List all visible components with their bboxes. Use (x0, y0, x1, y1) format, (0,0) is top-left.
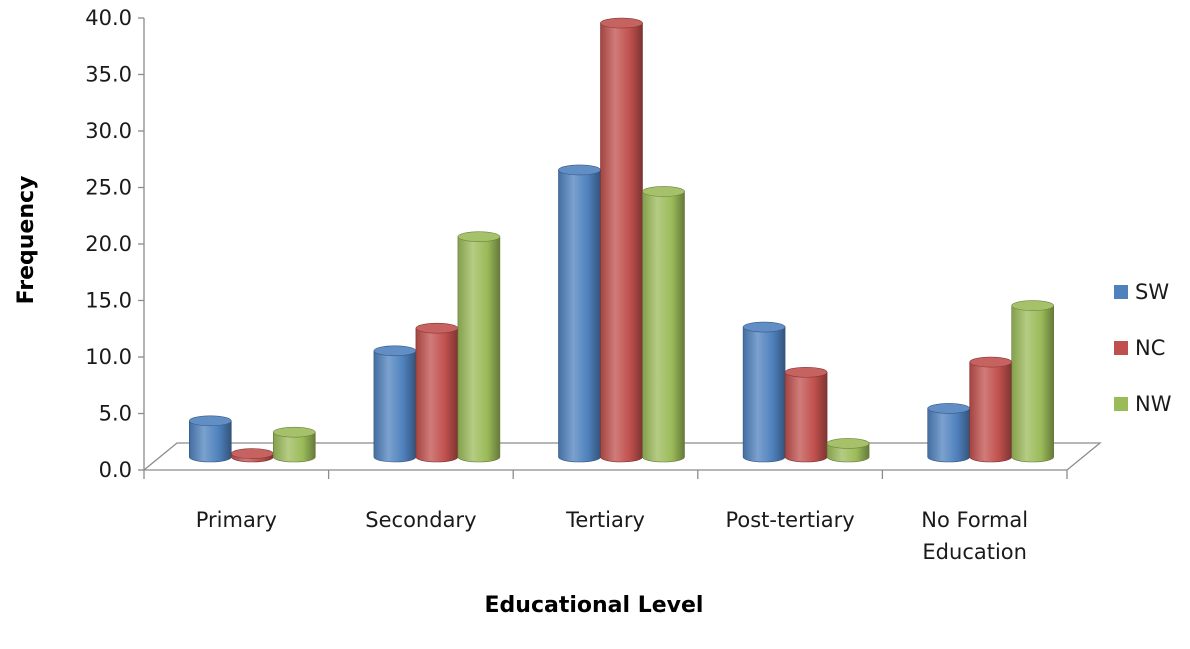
legend-label: NW (1135, 392, 1172, 416)
legend-label: NC (1135, 336, 1165, 360)
legend-swatch-sw (1114, 285, 1128, 299)
bars (189, 17, 1054, 463)
bar-sw-0 (189, 415, 232, 463)
y-tick-label: 40.0 (85, 6, 132, 30)
bar-nc-2 (600, 17, 643, 463)
y-tick-label: 20.0 (85, 232, 132, 256)
category-labels: Primary Secondary Tertiary Post-tertiary No … (196, 508, 1028, 564)
bar-nw-2 (642, 186, 685, 463)
x-axis-title: Educational Level (485, 593, 704, 618)
bar-nc-1 (415, 322, 459, 463)
y-axis-title: Frequency (14, 176, 39, 305)
category-label: Post-tertiary (725, 508, 854, 532)
bar-nc-4 (969, 356, 1013, 463)
y-tick-label: 30.0 (85, 119, 132, 143)
bar-nc-3 (784, 366, 828, 463)
category-label: Secondary (365, 508, 476, 532)
bar-sw-2 (558, 164, 601, 463)
bar-sw-3 (742, 321, 786, 463)
y-tick-label: 10.0 (85, 345, 132, 369)
bar-nw-1 (457, 231, 501, 463)
y-tick-label: 0.0 (99, 458, 132, 482)
bar-nc-0 (231, 448, 274, 463)
y-tick-label: 5.0 (99, 402, 132, 426)
y-axis-ticks: 0.0 5.0 10.0 15.0 20.0 25.0 30.0 35.0 40.0 (85, 6, 144, 482)
bar-nw-0 (272, 426, 316, 463)
category-label: Tertiary (565, 508, 645, 532)
x-axis-ticks (143, 470, 1068, 479)
bar-sw-4 (927, 403, 971, 463)
bar-sw-1 (373, 345, 417, 463)
y-tick-label: 15.0 (85, 289, 132, 313)
legend-label: SW (1135, 280, 1169, 304)
y-tick-label: 25.0 (85, 176, 132, 200)
legend: SW NC NW (1114, 280, 1172, 416)
legend-swatch-nw (1114, 397, 1128, 411)
bar-nw-4 (1011, 300, 1054, 463)
category-label: No Formal Education (921, 508, 1028, 564)
bar-nw-3 (826, 438, 870, 463)
legend-swatch-nc (1114, 341, 1128, 355)
category-label: Primary (196, 508, 277, 532)
y-tick-label: 35.0 (85, 63, 132, 87)
